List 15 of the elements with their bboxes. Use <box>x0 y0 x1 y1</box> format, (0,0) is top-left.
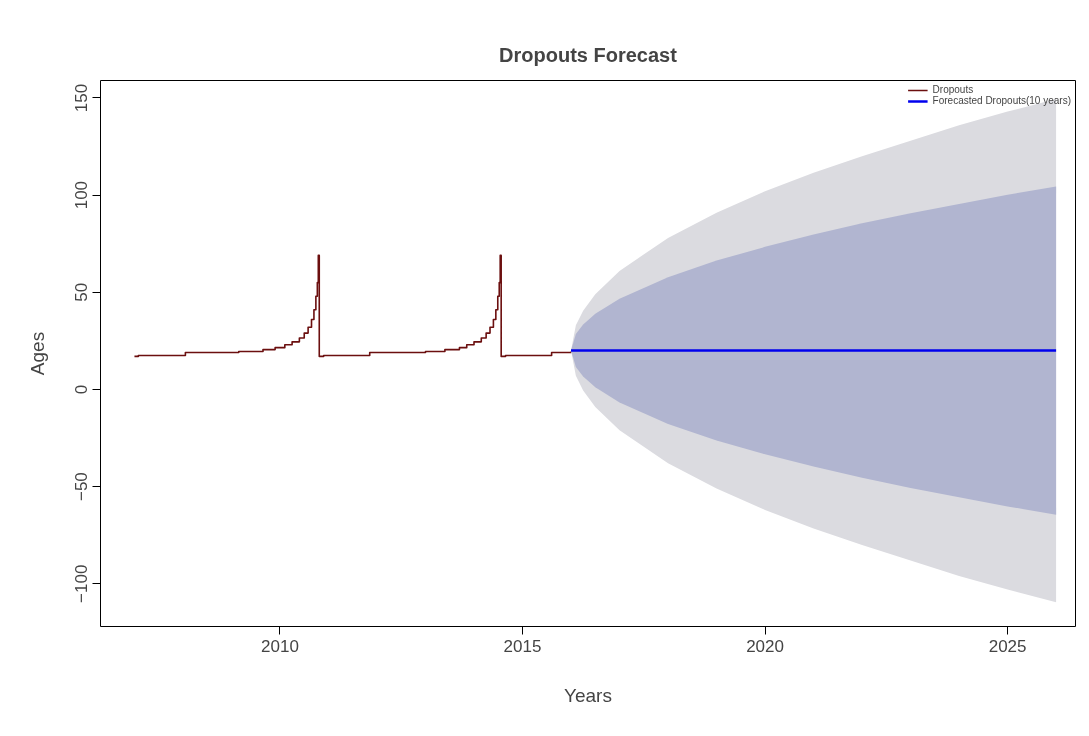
y-tick-label: −50 <box>72 472 92 502</box>
y-axis-title: Ages <box>26 331 48 376</box>
chart-title: Dropouts Forecast <box>499 43 678 66</box>
x-axis-title: Years <box>564 684 612 706</box>
x-tick-label: 2025 <box>988 636 1027 656</box>
legend-label: Dropouts <box>932 84 974 95</box>
y-tick-label: 100 <box>72 180 92 210</box>
y-tick-label: −100 <box>72 564 92 603</box>
legend-label: Forecasted Dropouts(10 years) <box>932 95 1071 106</box>
y-tick-label: 150 <box>72 83 92 113</box>
y-tick-label: 0 <box>72 384 92 395</box>
y-tick-label: 50 <box>72 282 92 302</box>
x-tick-label: 2010 <box>261 636 299 656</box>
x-tick-label: 2015 <box>503 636 542 656</box>
x-tick-label: 2020 <box>746 636 784 656</box>
